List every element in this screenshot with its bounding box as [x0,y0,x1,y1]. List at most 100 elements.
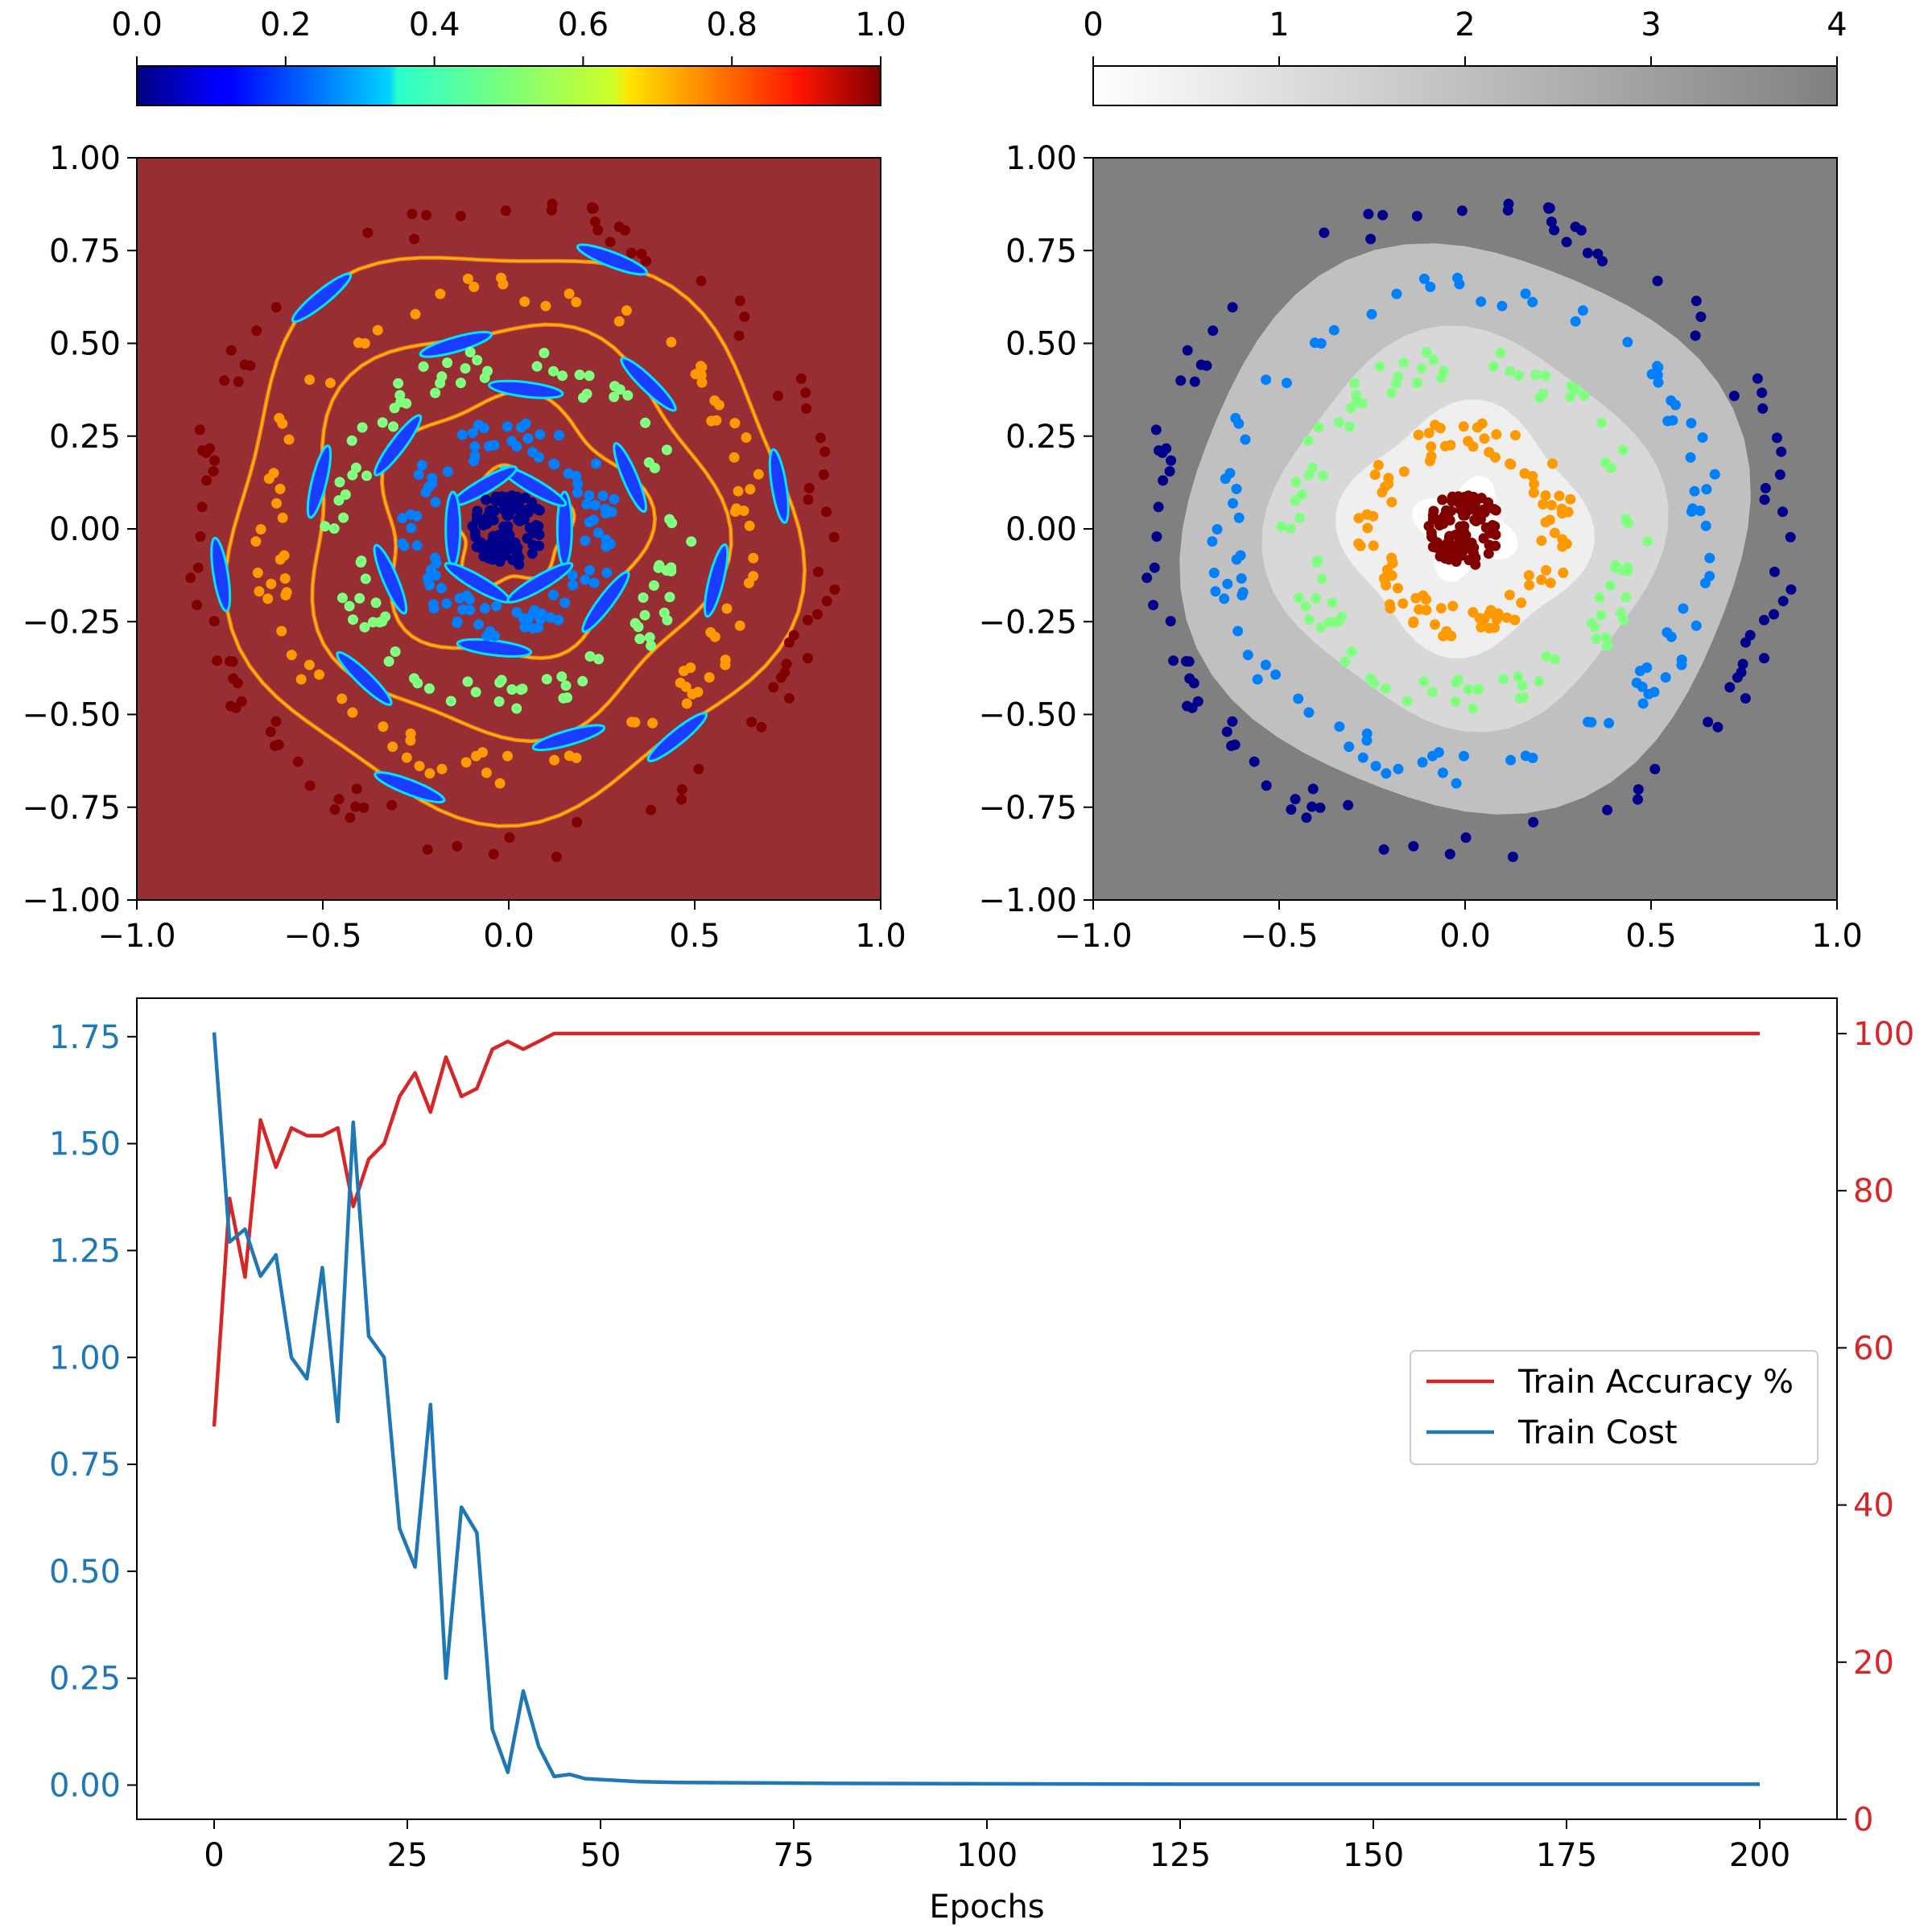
scatter-point [819,446,831,457]
x-tick-label: 175 [1536,1837,1597,1874]
scatter-point [772,390,783,402]
scatter-point [1260,659,1271,671]
scatter-point [1428,506,1439,517]
scatter-point [664,592,675,603]
scatter-point [646,640,657,651]
scatter-point [1315,802,1326,813]
scatter-point [1430,619,1440,630]
low-confidence-region [419,330,493,358]
scatter-point [421,209,432,221]
scatter-point [1425,281,1436,292]
confidence-map-y-ticks: 1.00 0.75 0.50 0.25 0.00 −0.25 −0.50 −0.75 −1.00 [22,140,137,919]
scatter-point [567,570,578,581]
scatter-point [386,799,398,811]
scatter-point [467,427,478,439]
accuracy-y-ticks: 0 20 40 60 80 100 [1837,1016,1914,1839]
scatter-point [1513,370,1525,382]
scatter-point [275,483,286,494]
scatter-point [739,312,750,322]
scatter-point [1344,741,1355,753]
scatter-point [266,578,277,589]
scatter-point [377,616,388,627]
y-tick-label: −1.00 [22,882,121,919]
scatter-point [485,538,497,549]
scatter-point [666,336,677,348]
scatter-point [1685,452,1696,463]
scatter-point [547,589,559,601]
scatter-point [1380,683,1391,694]
low-confidence-region [613,442,647,514]
scatter-point [470,687,481,698]
scatter-point [195,531,206,542]
scatter-point [1233,512,1245,523]
scatter-point [1227,716,1238,727]
scatter-point [527,622,539,634]
scatter-point [500,205,511,217]
scatter-point [572,478,584,489]
scatter-point [540,300,551,312]
scatter-point [1518,692,1529,704]
scatter-point [606,506,617,518]
scatter-point [383,656,394,667]
scatter-point [424,768,436,779]
scatter-point [219,375,230,386]
scatter-point [1785,531,1796,543]
scatter-point [518,613,529,624]
scatter-point [1402,696,1413,707]
scatter-point [345,812,356,824]
scatter-point [535,613,546,625]
scatter-point [1149,562,1160,573]
y-tick-left-label: 0.75 [49,1447,121,1484]
scatter-point [1424,456,1435,467]
scatter-point [744,520,755,531]
scatter-point [524,522,535,533]
scatter-point [1591,634,1602,645]
scatter-point [303,659,315,671]
scatter-point [681,698,692,709]
scatter-point [1540,490,1551,501]
scatter-point [1740,637,1751,648]
scatter-point [584,564,596,576]
scatter-point [1153,502,1164,513]
scatter-point [515,422,526,433]
scatter-point [354,592,365,604]
legend-cost-label: Train Cost [1517,1414,1678,1451]
scatter-point [1728,390,1740,402]
scatter-point [460,757,472,768]
scatter-point [1427,541,1439,552]
scatter-point [442,357,453,369]
scatter-point [368,617,378,628]
scatter-point [572,816,583,828]
scatter-point [1769,566,1780,577]
scatter-point [733,330,745,341]
scatter-point [286,650,297,661]
scatter-point [423,575,434,586]
scatter-point [1480,522,1492,533]
scatter-point [1435,423,1446,434]
scatter-point [556,671,568,682]
scatter-point [370,597,382,609]
scatter-point [662,614,673,625]
low-confidence-region [291,272,353,324]
scatter-point [196,502,208,513]
scatter-point [1408,617,1419,629]
scatter-point [622,390,634,401]
y-tick-right-label: 60 [1853,1330,1894,1367]
scatter-point [1596,609,1607,621]
scatter-point [1460,832,1472,843]
y-tick-label: 0.00 [49,511,121,548]
scatter-point [497,279,509,290]
scatter-point [1345,402,1356,414]
scatter-point [1477,504,1488,515]
colorbar-greys-bar [1092,65,1838,106]
scatter-point [1488,504,1500,514]
scatter-point [709,631,720,642]
scatter-point [1592,248,1604,259]
scatter-point [502,521,513,532]
scatter-point [1483,548,1494,559]
decision-boundary-core [225,257,806,827]
low-confidence-region [500,465,568,507]
scatter-point [1349,378,1360,389]
scatter-point [1594,592,1605,603]
scatter-point [643,457,654,468]
